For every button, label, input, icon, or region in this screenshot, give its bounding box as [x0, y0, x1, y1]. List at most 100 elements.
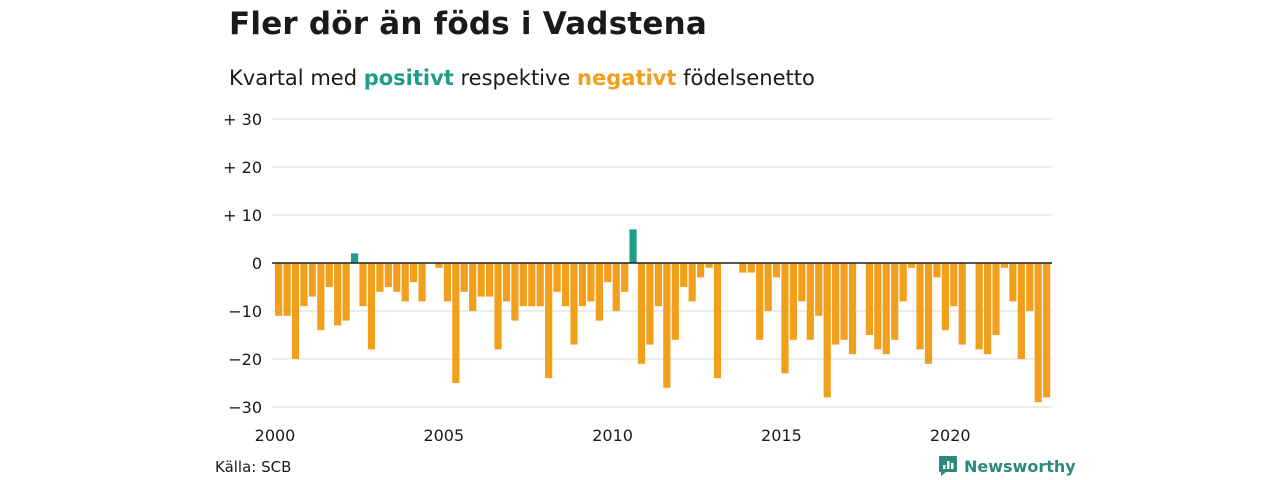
bar — [637, 263, 646, 364]
bar — [384, 263, 392, 287]
bar — [578, 263, 587, 307]
bar — [410, 263, 418, 283]
bar — [342, 263, 350, 321]
brand-name: Newsworthy — [964, 456, 1076, 476]
bar — [1009, 263, 1017, 302]
y-tick-label: + 30 — [223, 110, 262, 129]
y-tick-label: + 10 — [223, 206, 262, 225]
bar — [393, 263, 401, 292]
bar — [705, 263, 713, 268]
bar — [815, 263, 823, 316]
y-tick-label: −20 — [228, 350, 262, 369]
subtitle-part-2: respektive — [453, 66, 578, 90]
y-tick-label: −10 — [228, 302, 262, 321]
bar — [958, 263, 966, 345]
y-tick-label: + 20 — [223, 158, 262, 177]
bar — [806, 263, 814, 340]
bar — [452, 263, 460, 383]
source-note: Källa: SCB — [215, 458, 292, 476]
bar — [283, 263, 291, 316]
bar — [536, 263, 544, 307]
bar — [629, 229, 637, 263]
bar — [646, 263, 654, 345]
x-tick-label: 2010 — [592, 426, 633, 445]
bar — [443, 263, 451, 302]
bar — [418, 263, 426, 302]
bar — [924, 263, 933, 364]
bar — [933, 263, 941, 278]
bar — [899, 263, 907, 302]
bar — [587, 263, 595, 302]
bar — [688, 263, 696, 302]
bar — [469, 263, 477, 311]
subtitle-part-3: födelsenetto — [676, 66, 815, 90]
y-tick-label: −30 — [228, 398, 262, 417]
bar — [798, 263, 806, 302]
x-tick-label: 2020 — [930, 426, 971, 445]
bar — [511, 263, 519, 321]
chart-subtitle: Kvartal med positivt respektive negativt… — [229, 66, 815, 90]
bar — [908, 263, 916, 268]
bar — [713, 263, 722, 379]
y-tick-label: 0 — [252, 254, 262, 273]
bar — [680, 263, 688, 287]
bar — [308, 263, 316, 297]
bar — [595, 263, 603, 321]
bar — [553, 263, 561, 292]
bar — [350, 253, 359, 263]
bar — [865, 263, 873, 335]
bar — [612, 263, 620, 311]
bar — [1043, 263, 1051, 398]
bar — [317, 263, 325, 331]
bar — [663, 263, 671, 388]
bar — [654, 263, 662, 307]
bar — [747, 263, 755, 273]
subtitle-positive-word: positivt — [363, 66, 454, 90]
bar — [671, 263, 679, 340]
bar — [882, 263, 890, 355]
bar — [486, 263, 494, 297]
x-tick-label: 2005 — [423, 426, 464, 445]
subtitle-part-1: Kvartal med — [229, 66, 364, 90]
bar — [570, 263, 578, 345]
bar — [325, 263, 333, 287]
bar — [435, 263, 443, 268]
chart-title: Fler dör än föds i Vadstena — [229, 6, 707, 42]
bar — [528, 263, 536, 307]
bar — [477, 263, 485, 297]
bar — [950, 263, 958, 307]
bar — [621, 263, 629, 292]
bar — [460, 263, 468, 292]
bar — [401, 263, 409, 302]
bar — [275, 263, 283, 316]
bar — [823, 263, 831, 398]
x-tick-label: 2015 — [761, 426, 802, 445]
bar — [764, 263, 772, 311]
bar — [1034, 263, 1042, 403]
subtitle-negative-word: negativt — [577, 66, 677, 90]
bar — [772, 263, 781, 278]
bar — [891, 263, 899, 340]
bar — [604, 263, 612, 283]
bar — [975, 263, 983, 350]
bar — [334, 263, 342, 326]
bar — [756, 263, 764, 340]
bar — [545, 263, 553, 379]
bar — [848, 263, 857, 355]
brand-logo: Newsworthy — [938, 455, 1076, 477]
bar — [367, 263, 376, 350]
x-tick-label: 2000 — [255, 426, 296, 445]
bar — [1026, 263, 1034, 311]
bar — [519, 263, 527, 307]
bar — [874, 263, 882, 350]
bar — [697, 263, 705, 278]
bar — [300, 263, 308, 307]
bar — [561, 263, 570, 307]
bar — [376, 263, 384, 292]
newsworthy-logo-icon — [939, 456, 957, 476]
bar — [739, 263, 747, 273]
bar — [840, 263, 848, 340]
bar — [832, 263, 840, 345]
bar — [781, 263, 789, 374]
